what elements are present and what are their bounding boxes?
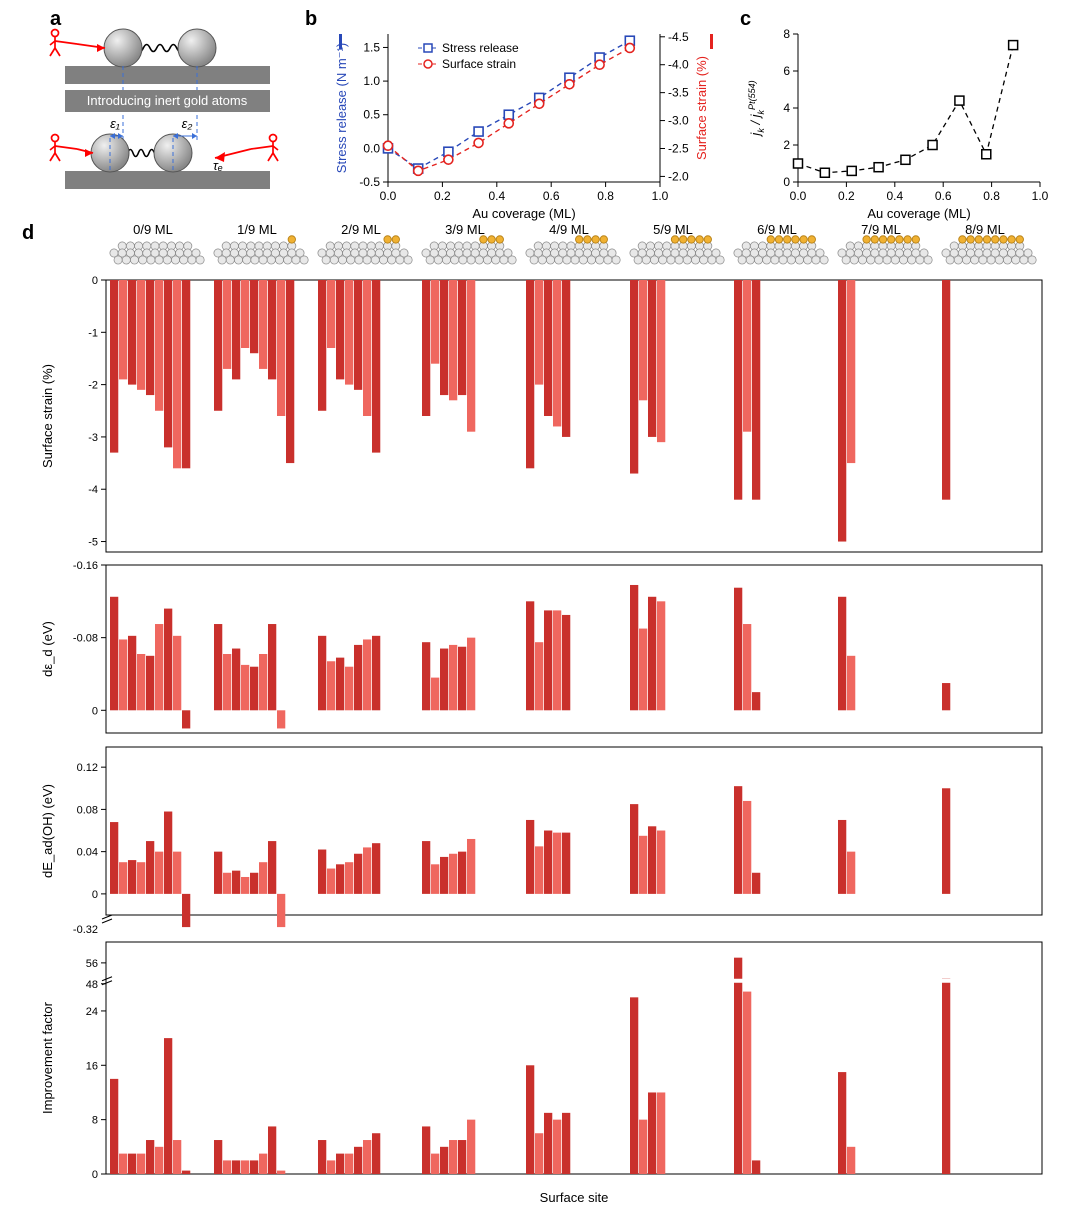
svg-text:τₑ: τₑ xyxy=(213,158,223,173)
svg-text:6: 6 xyxy=(783,64,790,78)
svg-text:Au coverage (ML): Au coverage (ML) xyxy=(472,206,575,221)
svg-text:0.04: 0.04 xyxy=(77,847,98,859)
svg-text:6/9 ML: 6/9 ML xyxy=(757,222,797,237)
panel-b-chart: 0.00.20.40.60.81.0-0.50.00.51.01.5-2.0-2… xyxy=(330,24,710,224)
svg-text:56: 56 xyxy=(86,958,98,970)
svg-text:-2.5: -2.5 xyxy=(668,141,689,155)
svg-text:0: 0 xyxy=(92,275,98,287)
svg-text:dE_ad(OH) (eV): dE_ad(OH) (eV) xyxy=(40,784,55,878)
svg-text:-2.0: -2.0 xyxy=(668,169,689,183)
svg-text:0: 0 xyxy=(92,889,98,901)
svg-text:0: 0 xyxy=(783,175,790,189)
svg-text:0.8: 0.8 xyxy=(597,189,614,203)
svg-text:Surface strain: Surface strain xyxy=(442,57,516,71)
panel-d-multipanel: 0/9 ML 1/9 ML 2/9 ML 3/9 ML 4/9 ML 5/9 ML 6/9 … xyxy=(30,222,1060,1222)
svg-text:1.5: 1.5 xyxy=(363,40,380,54)
svg-text:Surface site: Surface site xyxy=(540,1190,609,1205)
svg-text:-0.08: -0.08 xyxy=(73,633,98,645)
svg-text:Surface strain (%): Surface strain (%) xyxy=(40,364,55,468)
svg-text:8: 8 xyxy=(783,27,790,41)
svg-text:Improvement factor: Improvement factor xyxy=(40,1001,55,1114)
svg-text:0.2: 0.2 xyxy=(838,189,855,203)
svg-text:8: 8 xyxy=(92,1115,98,1127)
svg-text:-1: -1 xyxy=(88,327,98,339)
svg-text:1.0: 1.0 xyxy=(363,74,380,88)
svg-text:0.4: 0.4 xyxy=(886,189,903,203)
svg-text:-4.5: -4.5 xyxy=(668,30,689,44)
svg-text:0.12: 0.12 xyxy=(77,762,98,774)
svg-text:0.6: 0.6 xyxy=(543,189,560,203)
svg-text:Introducing inert gold atoms: Introducing inert gold atoms xyxy=(87,93,248,108)
svg-text:-4: -4 xyxy=(88,484,98,496)
svg-text:4/9 ML: 4/9 ML xyxy=(549,222,589,237)
svg-text:-3: -3 xyxy=(88,432,98,444)
svg-text:48: 48 xyxy=(86,979,98,991)
svg-text:0.8: 0.8 xyxy=(983,189,1000,203)
svg-text:Au coverage (ML): Au coverage (ML) xyxy=(867,206,970,221)
svg-text:jk / jkPt(554): jk / jkPt(554) xyxy=(747,80,766,137)
svg-text:5/9 ML: 5/9 ML xyxy=(653,222,693,237)
svg-text:0: 0 xyxy=(92,705,98,717)
svg-text:2/9 ML: 2/9 ML xyxy=(341,222,381,237)
svg-text:Surface strain (%): Surface strain (%) xyxy=(694,56,709,160)
svg-text:0.08: 0.08 xyxy=(77,804,98,816)
svg-text:ε₁: ε₁ xyxy=(110,116,120,131)
svg-text:-0.5: -0.5 xyxy=(359,175,380,189)
figure: a b c d Introducing inert gold atomsε₁ε₂… xyxy=(0,0,1080,1227)
svg-text:dε_d (eV): dε_d (eV) xyxy=(40,621,55,677)
svg-text:0.5: 0.5 xyxy=(363,108,380,122)
svg-text:0.4: 0.4 xyxy=(488,189,505,203)
svg-text:Stress release (N m⁻¹): Stress release (N m⁻¹) xyxy=(334,43,349,173)
svg-text:8/9 ML: 8/9 ML xyxy=(965,222,1005,237)
svg-text:-5: -5 xyxy=(88,537,98,549)
panel-b-label: b xyxy=(305,8,317,31)
svg-text:4: 4 xyxy=(783,101,790,115)
panel-c-chart: 0.0 0.2 0.4 0.6 0.8 1.0 0 2 4 6 8 Au coverage (ML) j… xyxy=(740,24,1060,224)
svg-text:-2: -2 xyxy=(88,380,98,392)
svg-text:0.2: 0.2 xyxy=(434,189,451,203)
svg-text:16: 16 xyxy=(86,1060,98,1072)
svg-text:24: 24 xyxy=(86,1006,98,1018)
svg-text:1.0: 1.0 xyxy=(652,189,669,203)
svg-text:0/9 ML: 0/9 ML xyxy=(133,222,173,237)
svg-text:-4.0: -4.0 xyxy=(668,58,689,72)
svg-text:-0.16: -0.16 xyxy=(73,560,98,572)
svg-text:0.0: 0.0 xyxy=(790,189,807,203)
svg-text:0.0: 0.0 xyxy=(380,189,397,203)
svg-text:-0.32: -0.32 xyxy=(73,924,98,936)
svg-text:0.6: 0.6 xyxy=(935,189,952,203)
svg-text:0.0: 0.0 xyxy=(363,141,380,155)
svg-text:1/9 ML: 1/9 ML xyxy=(237,222,277,237)
svg-text:3/9 ML: 3/9 ML xyxy=(445,222,485,237)
svg-text:-3.5: -3.5 xyxy=(668,86,689,100)
svg-text:ε₂: ε₂ xyxy=(182,116,193,131)
svg-text:Stress release: Stress release xyxy=(442,41,519,55)
panel-a-schematic: Introducing inert gold atoms ε₁ ε₂ τₑ xyxy=(35,18,290,213)
svg-text:0: 0 xyxy=(92,1169,98,1181)
svg-text:1.0: 1.0 xyxy=(1032,189,1049,203)
svg-text:2: 2 xyxy=(783,138,790,152)
svg-text:7/9 ML: 7/9 ML xyxy=(861,222,901,237)
svg-text:-3.0: -3.0 xyxy=(668,114,689,128)
